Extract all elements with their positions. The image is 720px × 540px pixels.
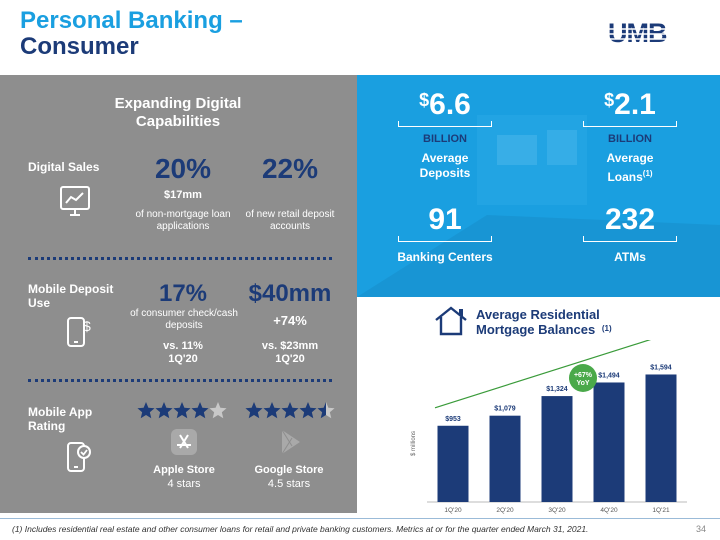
kpi-bracket	[583, 121, 677, 127]
kpi-loans-label-text: Average Loans	[606, 151, 654, 184]
data-label: $1,594	[650, 364, 672, 371]
divider	[28, 379, 332, 382]
x-tick-label: 3Q'20	[548, 507, 566, 514]
house-icon	[435, 306, 467, 336]
google-play-icon	[281, 429, 300, 455]
computer-chart-icon	[60, 186, 90, 216]
app-store-icon	[171, 429, 197, 455]
digital-sales-label: Digital Sales	[28, 160, 100, 174]
y-axis-label: $ millions	[411, 431, 417, 456]
data-label: $1,079	[494, 406, 516, 413]
chart-title-footnote: (1)	[601, 324, 612, 333]
google-star-rating	[245, 402, 335, 419]
growth-badge	[569, 364, 597, 392]
apple-store-label: Apple Store	[153, 464, 215, 476]
kpi-loans-unit: BILLION	[608, 133, 652, 145]
kpi-deposits-prefix: $	[419, 90, 430, 110]
growth-badge-unit: YoY	[576, 380, 589, 387]
star-icon	[317, 402, 335, 419]
mobile-check-icon	[67, 442, 91, 472]
bar	[541, 396, 573, 502]
star-icon	[173, 402, 191, 419]
google-store-label: Google Store	[254, 464, 324, 476]
svg-text:$: $	[83, 318, 91, 334]
star-icon	[263, 402, 281, 419]
apple-store-stars: 4 stars	[167, 478, 201, 490]
bar	[645, 374, 677, 502]
star-icon	[209, 402, 227, 419]
star-icon	[281, 402, 299, 419]
kpi-bracket	[583, 236, 677, 242]
logo-text: UMB	[608, 20, 667, 44]
mobile-deposit-compare-2: vs. $23mm 1Q'20	[261, 340, 319, 365]
kpi-atms-label: ATMs	[614, 250, 646, 264]
star-icon	[299, 402, 317, 419]
chart-title: Average Residential Mortgage Balances (1…	[476, 307, 612, 339]
mobile-deposit-value-1: 17%	[158, 280, 208, 307]
kpi-panel	[357, 75, 720, 297]
star-icon	[137, 402, 155, 419]
mobile-deposit-desc-1: of consumer check/cash deposits	[130, 308, 238, 331]
kpi-loans-label: Average Loans(1)	[590, 151, 670, 185]
mortgage-balance-chart: $ millions $953 1Q'20 $1,079 2Q'20 $1,324 3Q'2…	[411, 340, 687, 514]
page-title: Personal Banking – Consumer	[20, 8, 243, 60]
mobile-deposit-compare-1: vs. 11% 1Q'20	[163, 340, 203, 365]
kpi-deposits-value: $6.6	[395, 88, 495, 122]
kpi-deposits-label: Average Deposits	[419, 151, 471, 180]
apple-star-rating	[137, 402, 227, 419]
app-rating-label: Mobile App Rating	[28, 405, 93, 433]
office-background	[357, 75, 720, 297]
bar	[489, 415, 521, 502]
kpi-bracket	[398, 121, 492, 127]
umb-logo: UMB	[606, 20, 704, 44]
chart-title-line2-text: Mortgage Balances	[476, 322, 596, 337]
mobile-dollar-icon: $	[67, 317, 91, 347]
divider	[28, 257, 332, 260]
x-tick-label: 1Q'20	[444, 507, 462, 514]
data-label: $1,324	[546, 386, 568, 393]
data-label: $953	[445, 416, 461, 423]
kpi-atms-value: 232	[604, 203, 656, 236]
growth-arrow	[434, 340, 652, 409]
digital-heading: Expanding Digital Capabilities	[114, 95, 242, 130]
digital-sales-value-1: 20%	[154, 153, 212, 184]
kpi-loans-value: $2.1	[580, 88, 680, 122]
google-store-stars: 4.5 stars	[267, 478, 311, 490]
mobile-deposit-value-2: $40mm	[248, 280, 332, 307]
x-tick-label: 1Q'21	[652, 507, 670, 514]
digital-sales-desc-1: of non-mortgage loan applications	[135, 209, 231, 232]
page-title-line1: Personal Banking –	[20, 7, 243, 34]
footer-divider	[0, 518, 720, 519]
mobile-deposit-label: Mobile Deposit Use	[28, 282, 114, 310]
page-title-line2: Consumer	[20, 33, 139, 60]
footnote: (1) Includes residential real estate and…	[12, 524, 589, 534]
bar	[593, 382, 625, 502]
star-icon	[245, 402, 263, 419]
chart-title-line2: Mortgage Balances (1)	[476, 322, 612, 339]
bar	[437, 425, 469, 502]
star-icon	[155, 402, 173, 419]
chart-title-line1: Average Residential	[476, 307, 600, 322]
digital-sales-desc-2: of new retail deposit accounts	[245, 209, 335, 232]
digital-sales-amount: $17mm	[164, 189, 202, 201]
kpi-deposits-unit: BILLION	[423, 133, 467, 145]
x-tick-label: 2Q'20	[496, 507, 514, 514]
kpi-deposits-number: 6.6	[429, 88, 471, 121]
kpi-bracket	[398, 236, 492, 242]
mobile-deposit-growth: +74%	[273, 313, 307, 328]
page-number: 34	[696, 524, 707, 534]
kpi-branches-value: 91	[428, 203, 462, 236]
kpi-loans-footnote: (1)	[642, 169, 653, 178]
data-label: $1,494	[598, 372, 620, 379]
kpi-branches-label: Banking Centers	[397, 250, 493, 264]
star-icon	[191, 402, 209, 419]
digital-sales-value-2: 22%	[261, 153, 319, 184]
growth-badge-value: +67%	[574, 372, 593, 379]
x-tick-label: 4Q'20	[600, 507, 618, 514]
kpi-loans-number: 2.1	[614, 88, 656, 121]
kpi-loans-prefix: $	[604, 90, 615, 110]
